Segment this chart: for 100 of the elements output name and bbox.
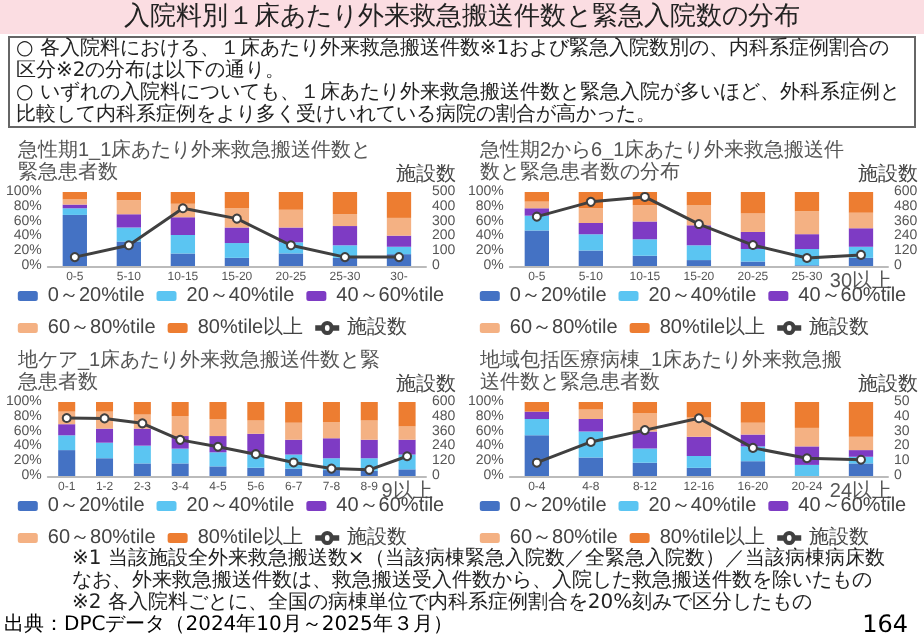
legend-label: 80%tile以上: [197, 525, 304, 549]
text: ○ 各入院料における、１床あたり外来救急搬送件数※1および緊急入院数別の、内科系症例割合の区分※2の分布は以下の通り。: [16, 38, 892, 82]
bar: [794, 234, 820, 249]
bar: [322, 421, 340, 439]
chart-title: 地ケア_1床あたり外来救急搬送件数と緊急患者数: [16, 348, 381, 394]
bar: [740, 422, 766, 435]
bar: [524, 419, 549, 436]
bar: [740, 213, 766, 232]
y2-axis-title: 施設数: [396, 372, 456, 397]
bar: [96, 402, 114, 412]
point: [123, 240, 134, 251]
bar: [332, 226, 358, 246]
bar: [332, 214, 358, 227]
bar: [171, 416, 189, 437]
chart-title: 地域包括医療病棟_1床あたり外来救急搬送件数と緊急患者数: [478, 348, 843, 394]
bar: [322, 438, 340, 459]
point: [339, 252, 350, 263]
text: ○ いずれの入院料についても、１床あたり外来救急搬送件数と緊急入院が多いほど、外科系症例と比較して内科系症例をより多く受けいれている病院の割合が高かった。: [16, 82, 902, 126]
bar: [632, 448, 658, 463]
bar: [386, 235, 412, 247]
legend-label: 60～80%tile: [509, 527, 619, 549]
bar: [62, 214, 87, 266]
legend-label: 施設数: [347, 315, 408, 339]
bar: [332, 192, 358, 215]
bar: [848, 192, 874, 213]
text: ※1 当該施設全外来救急搬送数×（当該病棟緊急入院数／全緊急入院数）／当該病棟病床数: [72, 548, 887, 570]
text: 164: [862, 610, 908, 638]
bar: [209, 466, 227, 476]
bar: [58, 435, 76, 451]
legend-label: 0～20%tile: [47, 495, 146, 517]
bar: [360, 439, 378, 459]
bar: [848, 212, 874, 229]
bar: [686, 402, 712, 418]
bar: [740, 461, 766, 476]
legend-label: 40～60%tile: [336, 495, 446, 517]
bar: [170, 217, 196, 235]
bar: [360, 402, 378, 421]
point: [250, 449, 261, 460]
bar: [322, 402, 340, 422]
bar: [686, 436, 712, 457]
legend-label: 20～40%tile: [648, 495, 758, 517]
bar: [848, 463, 874, 476]
bar: [578, 457, 603, 476]
legend-label: 80%tile以上: [659, 315, 766, 339]
bar: [285, 402, 303, 423]
bar: [524, 192, 549, 202]
bar: [62, 208, 87, 215]
bar: [632, 255, 658, 266]
point: [639, 425, 650, 436]
bar: [278, 253, 304, 266]
bar: [848, 228, 874, 247]
legend-label: 80%tile以上: [659, 525, 766, 549]
y2-axis-title: 施設数: [858, 372, 918, 397]
legend-label: 20～40%tile: [186, 285, 296, 307]
text: 入院料別１床あたり外来救急搬送件数と緊急入院数の分布: [0, 0, 924, 34]
chart-title: 急性期2から6_1床あたり外来救急搬送件数と緊急患者数の分布: [478, 138, 845, 184]
bar: [578, 419, 603, 432]
point: [69, 252, 80, 263]
bar: [578, 250, 603, 266]
legend-label: 施設数: [809, 315, 870, 339]
point: [855, 454, 866, 465]
bar: [848, 402, 874, 437]
point: [531, 457, 542, 468]
bar: [578, 234, 603, 251]
point: [693, 413, 704, 424]
bar: [524, 230, 549, 266]
bar: [632, 462, 658, 476]
bar: [224, 227, 250, 244]
bar: [686, 467, 712, 476]
bar: [224, 192, 250, 209]
bar: [170, 192, 196, 204]
bar: [740, 402, 766, 423]
bar: [848, 436, 874, 451]
point: [693, 219, 704, 230]
bar: [171, 463, 189, 476]
text: ※2 各入院料ごとに、全国の病棟単位で内科系症例割合を20%刻みで区分したもの: [72, 592, 813, 614]
bar: [96, 458, 114, 476]
legend-label: 0～20%tile: [47, 285, 146, 307]
bar: [686, 260, 712, 266]
bar: [578, 223, 603, 235]
bar: [285, 422, 303, 440]
bar: [578, 208, 603, 224]
bar: [578, 409, 603, 420]
legend-label: 60～80%tile: [47, 317, 157, 339]
bar: [58, 402, 76, 412]
bar: [632, 239, 658, 256]
point: [531, 211, 542, 222]
bar: [794, 211, 820, 235]
legend-label: 0～20%tile: [509, 285, 608, 307]
legend-label: 施設数: [347, 525, 408, 549]
bar: [247, 402, 265, 421]
bar: [632, 431, 658, 449]
bar: [133, 402, 151, 415]
bar: [224, 243, 250, 258]
bar: [848, 257, 874, 266]
bar: [170, 253, 196, 266]
bar: [794, 192, 820, 212]
y2-axis-title: 施設数: [858, 162, 918, 187]
text: なお、外来救急搬送件数は、救急搬送受入件数から、入院した救急搬送件数を除いたもの: [72, 570, 874, 592]
bar: [58, 450, 76, 476]
